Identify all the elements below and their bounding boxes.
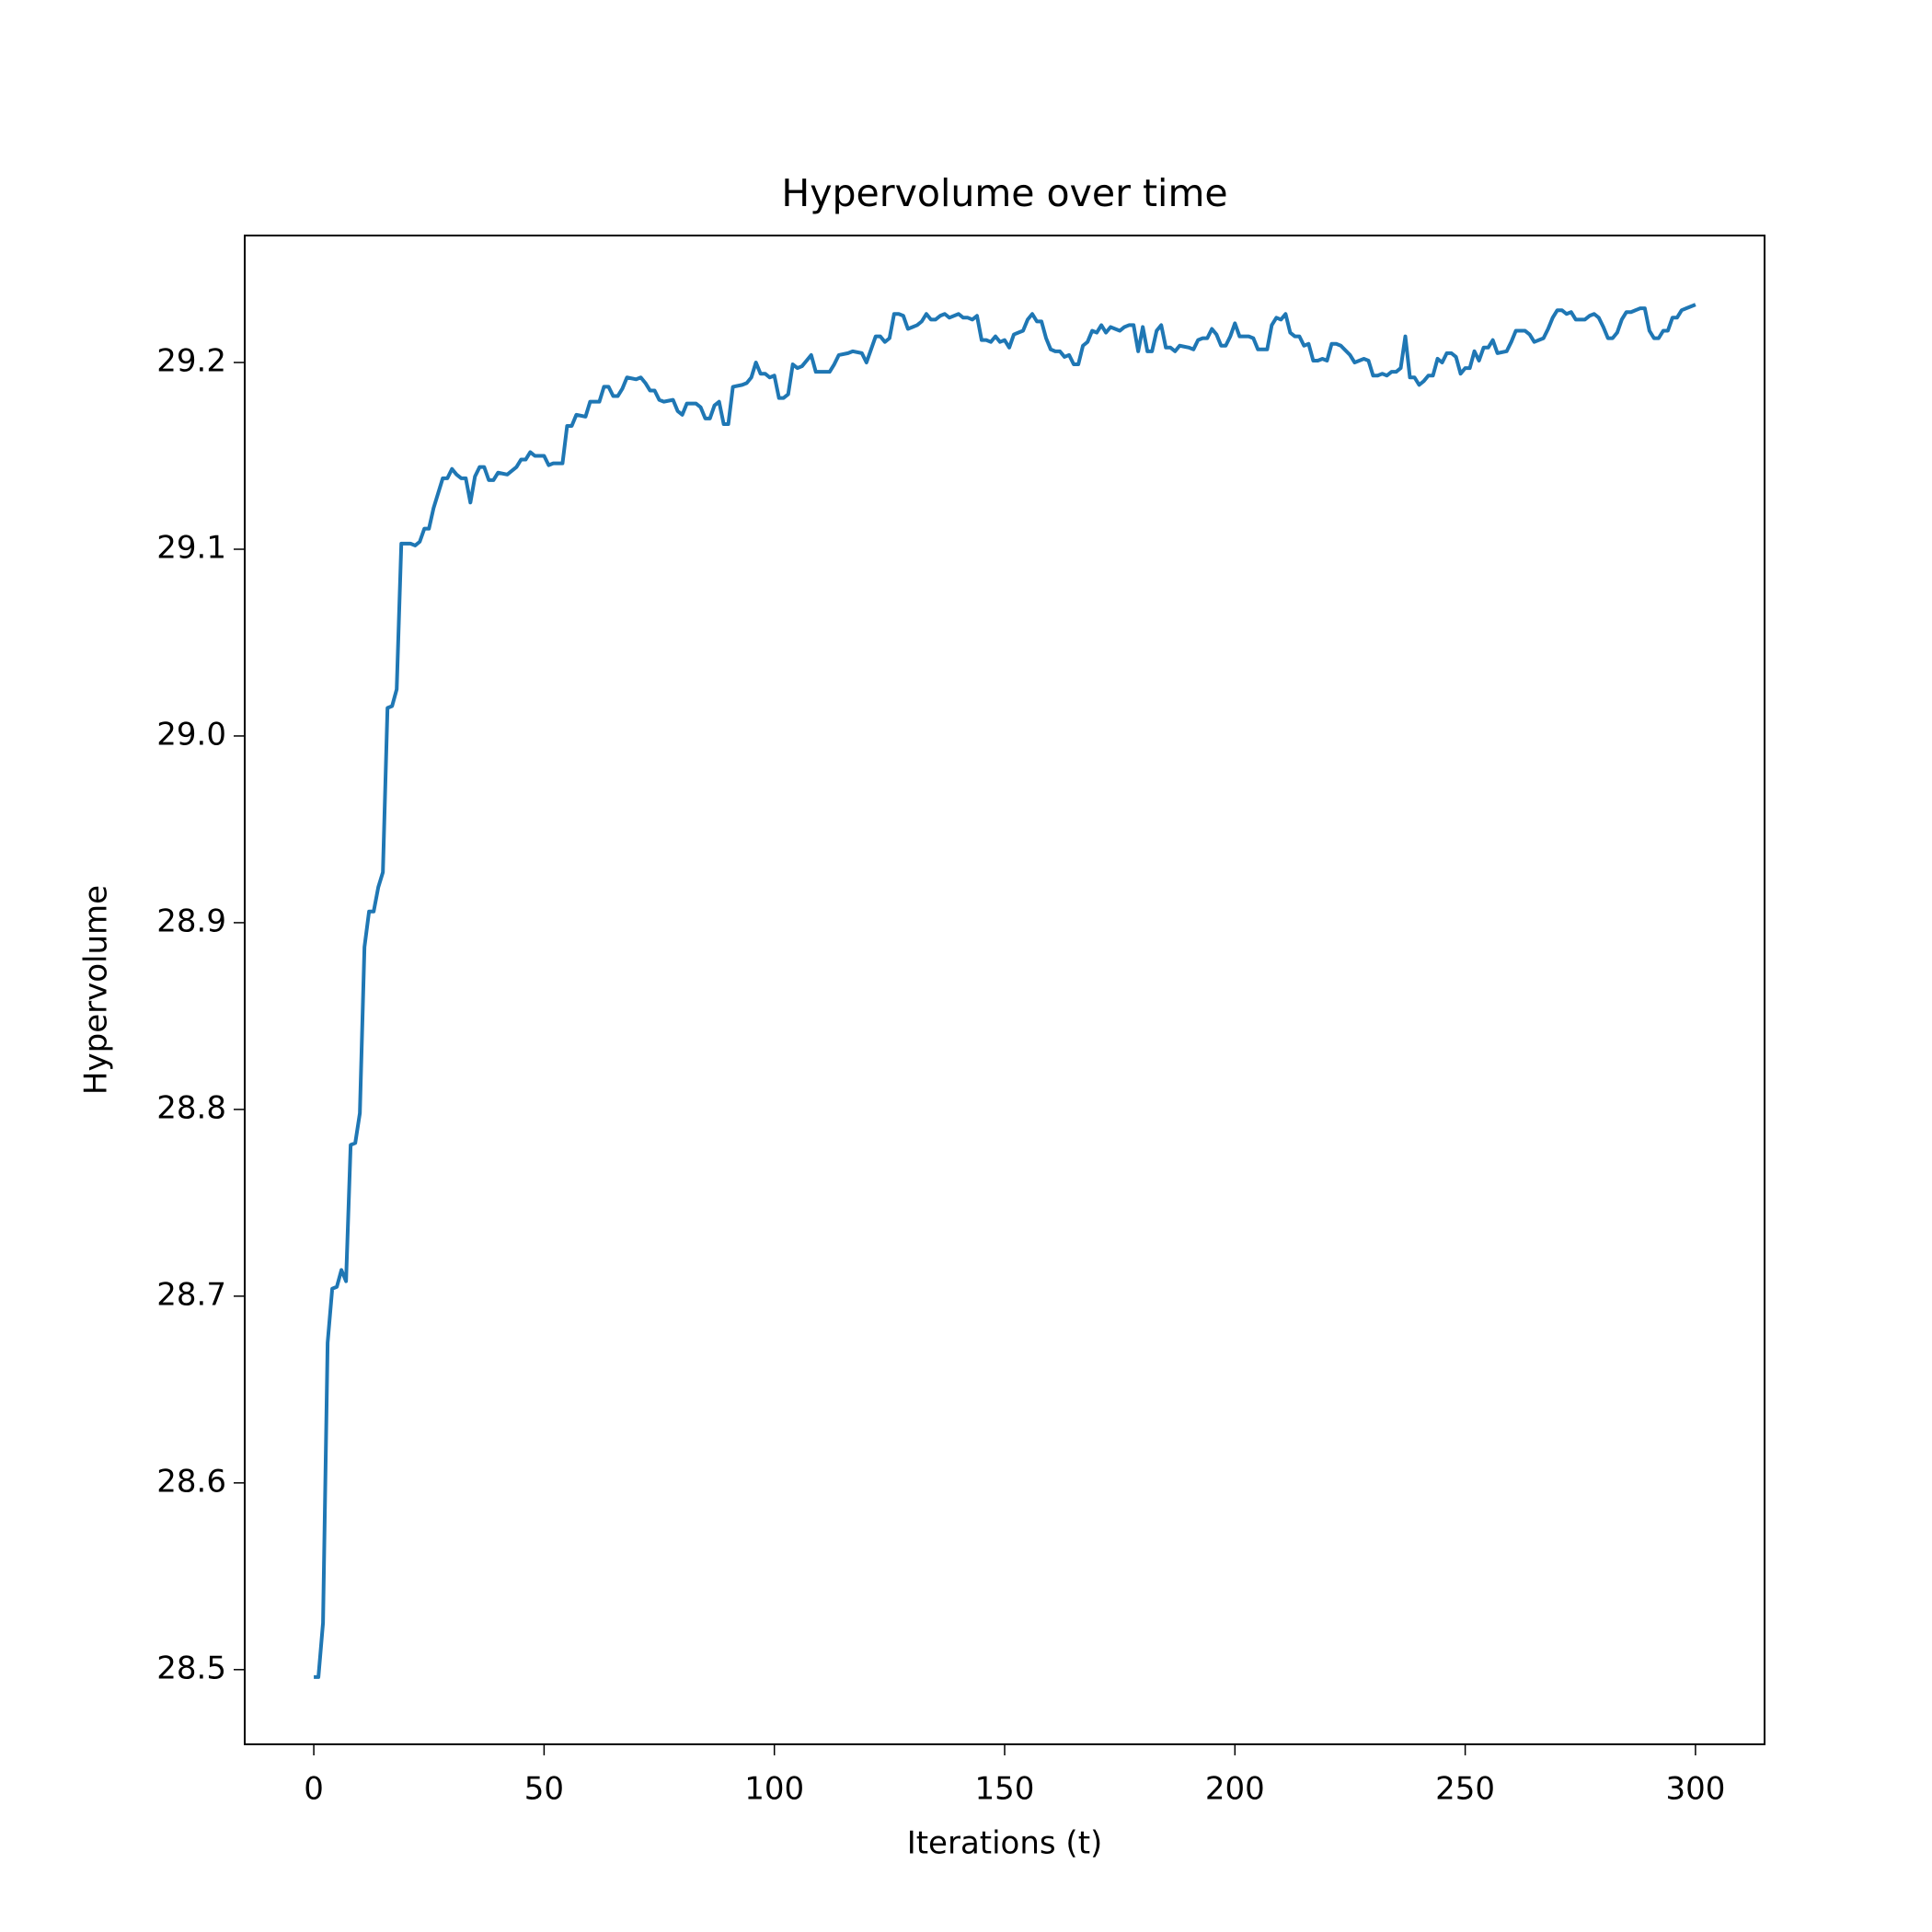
chart-title: Hypervolume over time (781, 171, 1227, 215)
x-tick-label: 250 (1435, 1771, 1495, 1808)
x-tick-label: 0 (304, 1771, 324, 1808)
y-tick-label: 29.1 (156, 529, 226, 566)
y-tick-label: 28.5 (156, 1650, 226, 1686)
x-axis-label: Iterations (t) (907, 1825, 1103, 1862)
y-tick-label: 28.6 (156, 1463, 226, 1500)
x-tick-label: 50 (524, 1771, 564, 1808)
x-tick-label: 300 (1665, 1771, 1725, 1808)
x-tick-label: 150 (975, 1771, 1035, 1808)
y-tick-label: 28.7 (156, 1276, 226, 1313)
plot-frame (244, 235, 1765, 1745)
data-line (314, 303, 1696, 1679)
x-tick-label: 200 (1205, 1771, 1265, 1808)
y-axis-label: Hypervolume (78, 885, 115, 1095)
y-tick-label: 28.8 (156, 1089, 226, 1126)
y-tick-label: 28.9 (156, 903, 226, 939)
y-tick-label: 29.0 (156, 716, 226, 753)
x-tick-label: 100 (744, 1771, 804, 1808)
y-tick-label: 29.2 (156, 343, 226, 380)
